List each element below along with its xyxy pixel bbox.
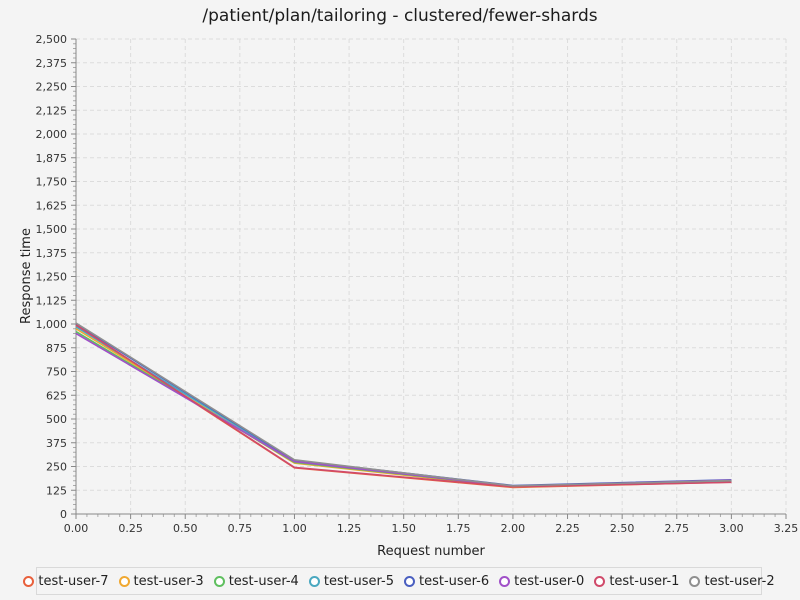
x-tick-label: 0.75 [228,522,253,535]
y-tick-label: 2,000 [36,128,68,141]
legend-marker-icon [308,575,320,587]
y-tick-label: 125 [46,484,67,497]
series-lines [75,322,732,489]
line-chart: 0.00 0.25 0.50 0.75 1.00 1.25 1.50 1.75 2.00 2.25… [19,33,799,559]
y-tick-label: 1,000 [36,318,68,331]
legend-label: test-user-6 [419,573,490,589]
x-tick-label: 0.00 [64,522,89,535]
x-tick-label: 3.25 [774,522,799,535]
series-line-test-user-2 [75,322,732,487]
legend-marker-icon [499,575,511,587]
x-tick-label: 0.50 [173,522,198,535]
legend-label: test-user-0 [514,573,585,589]
y-tick-label: 2,500 [36,33,68,46]
chart-legend: test-user-7 test-user-3 test-user-4 test-us… [23,567,775,595]
y-tick-label: 1,375 [36,247,68,260]
legend-item-test-user-6: test-user-6 [404,574,489,589]
legend-label: test-user-5 [323,573,394,589]
x-tick-label: 0.25 [118,522,143,535]
legend-label: test-user-3 [133,573,204,589]
y-tick-label: 0 [60,508,67,521]
legend-item-test-user-4: test-user-4 [213,573,299,589]
y-tick-label: 1,500 [36,223,68,236]
y-tick-label: 2,250 [36,81,68,94]
legend-marker-icon [689,575,701,587]
x-tick-label: 1.00 [282,522,307,535]
x-tick-label: 1.50 [391,522,416,535]
x-tick-label: 2.75 [665,522,690,535]
y-axis-label: Response time [19,228,34,324]
x-tick-label: 2.25 [555,522,580,535]
y-tick-label: 1,250 [36,271,68,284]
series-line-test-user-1 [75,324,732,488]
y-tick-label: 1,750 [36,176,68,189]
y-tick-label: 500 [46,413,67,426]
chart-title: /patient/plan/tailoring - clustered/fewe… [202,6,598,26]
x-axis-label: Request number [377,544,485,559]
legend-item-test-user-1: test-user-1 [594,574,679,589]
legend-marker-icon [404,575,415,587]
legend-label: test-user-4 [228,573,299,589]
y-tick-label: 2,375 [36,57,68,70]
legend-item-test-user-0: test-user-0 [499,574,584,589]
y-tick-label: 875 [46,342,67,355]
y-tick-label: 1,625 [36,199,68,212]
legend-marker-icon [23,575,35,587]
y-tick-label: 625 [46,389,67,402]
legend-item-test-user-5: test-user-5 [308,573,394,589]
legend-label: test-user-7 [38,573,109,589]
x-tick-label: 2.50 [610,522,635,535]
legend-item-test-user-3: test-user-3 [118,573,204,589]
legend-marker-icon [213,575,225,587]
legend-label: test-user-1 [609,573,680,589]
legend-label: test-user-2 [704,573,775,589]
y-tick-label: 375 [46,437,67,450]
x-tick-label: 2.00 [501,522,526,535]
y-tick-label: 1,125 [36,294,68,307]
y-tick-label: 2,125 [36,104,68,117]
x-tick-label: 1.75 [446,522,471,535]
y-tick-label: 1,875 [36,152,68,165]
legend-item-test-user-7: test-user-7 [23,573,109,589]
x-tick-label: 3.00 [719,522,744,535]
y-tick-label: 750 [46,366,67,379]
legend-item-test-user-2: test-user-2 [689,573,775,589]
legend-marker-icon [594,575,606,587]
axes: 0.00 0.25 0.50 0.75 1.00 1.25 1.50 1.75 2.00 2.25… [36,33,799,535]
x-tick-label: 1.25 [337,522,362,535]
y-tick-label: 250 [46,461,67,474]
grid-lines [75,38,787,515]
legend-marker-icon [118,575,130,587]
